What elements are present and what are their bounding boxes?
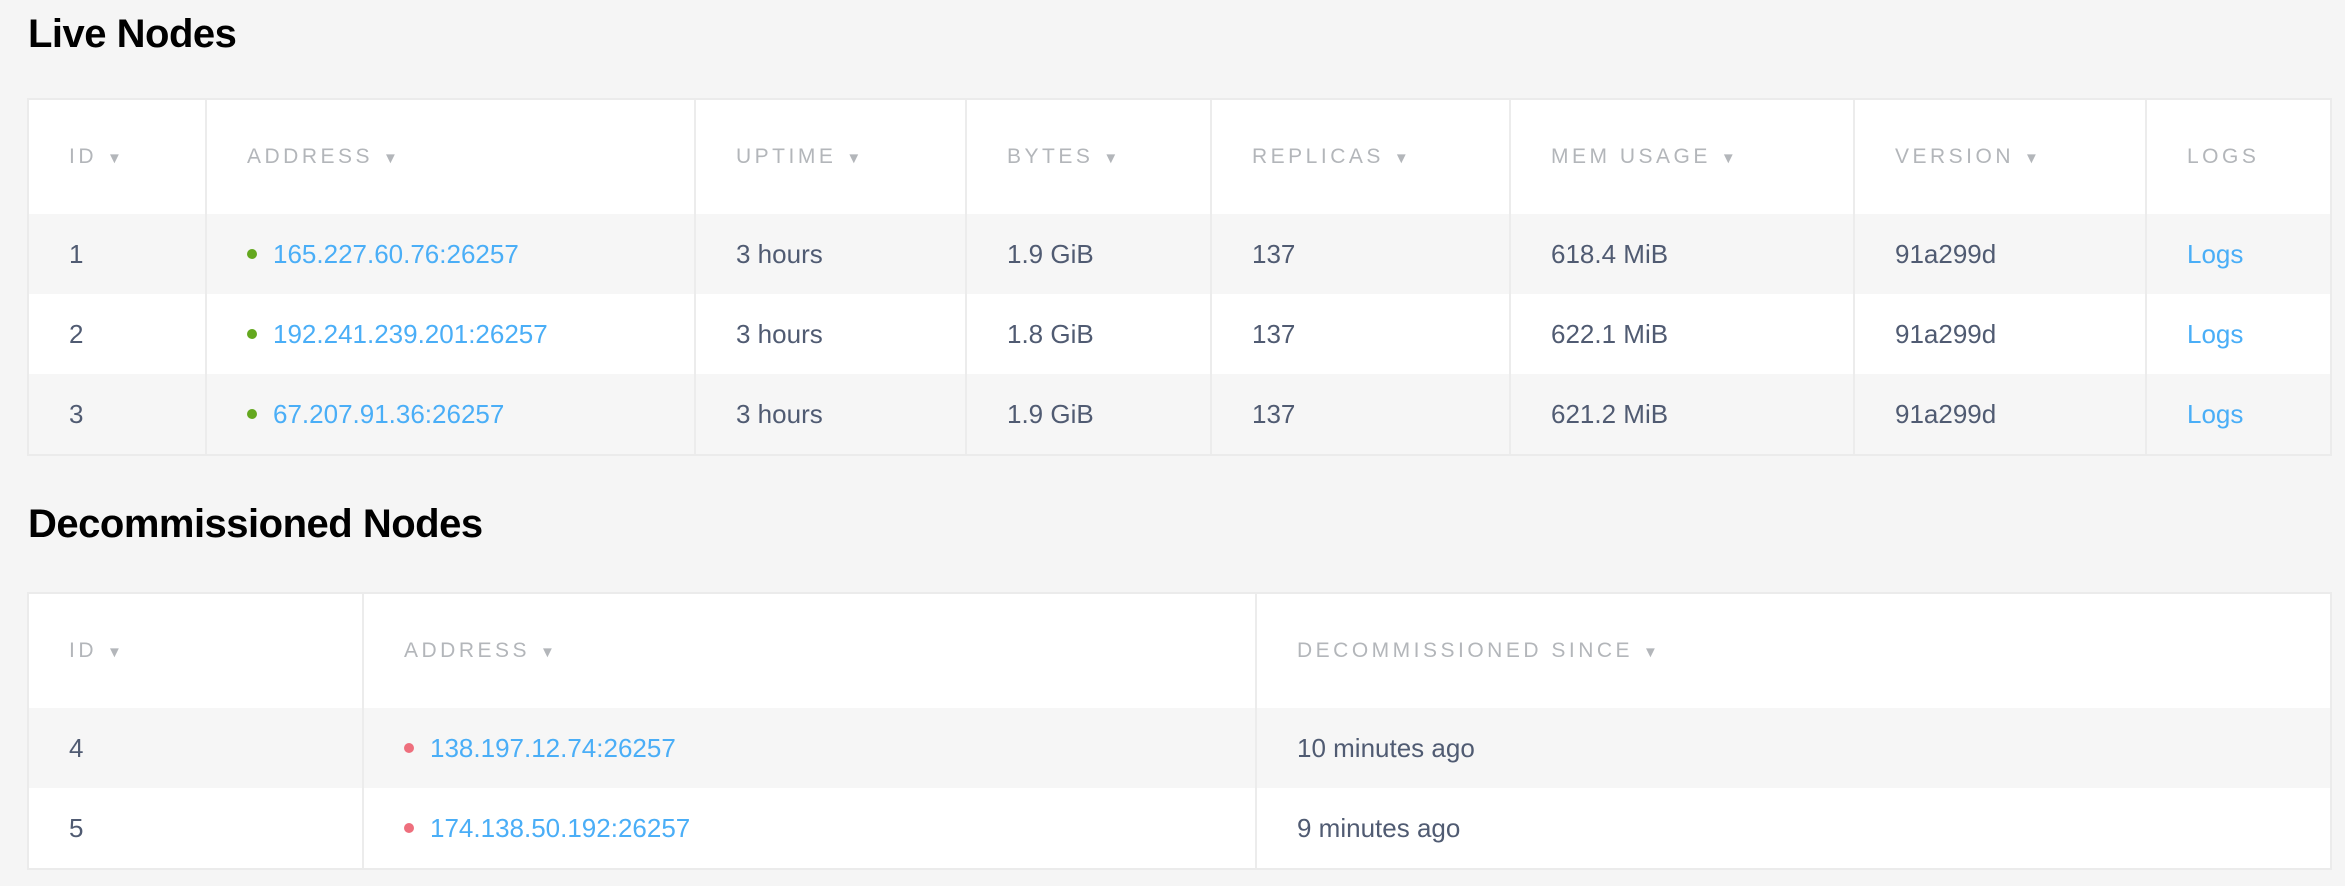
sort-caret-icon: ▼ [107, 150, 122, 167]
version: 91a299d [1853, 374, 2146, 454]
uptime: 3 hours [694, 214, 966, 294]
column-label: Bytes [1007, 145, 1094, 168]
status-dead-icon [404, 742, 414, 753]
column-header-uptime[interactable]: Uptime ▼ [694, 100, 966, 214]
column-label: Mem Usage [1551, 145, 1711, 168]
column-label: Uptime [736, 145, 837, 168]
node-address-link[interactable]: 192.241.239.201:26257 [273, 318, 548, 349]
sort-caret-icon: ▼ [1643, 644, 1658, 661]
table-row: 3 67.207.91.36:26257 3 hours 1.9 GiB 137… [29, 374, 2330, 454]
sort-caret-icon: ▼ [540, 644, 555, 661]
decommissioned-since: 10 minutes ago [1255, 708, 2330, 788]
node-id: 2 [69, 318, 84, 349]
bytes: 1.9 GiB [965, 374, 1211, 454]
decommissioned-nodes-table: ID ▼ Address ▼ Decommissioned Since ▼ 4 138… [27, 592, 2332, 870]
bytes: 1.9 GiB [965, 214, 1211, 294]
version: 91a299d [1853, 294, 2146, 374]
replicas: 137 [1210, 374, 1510, 454]
column-header-logs: Logs [2145, 100, 2330, 214]
node-id: 4 [29, 708, 363, 788]
table-header-row: ID ▼ Address ▼ Decommissioned Since ▼ [29, 594, 2330, 708]
column-header-id[interactable]: ID ▼ [29, 100, 206, 214]
column-label: Version [1895, 145, 2015, 168]
table-row: 2 192.241.239.201:26257 3 hours 1.8 GiB … [29, 294, 2330, 374]
column-header-address[interactable]: Address ▼ [205, 100, 695, 214]
uptime: 3 hours [694, 294, 966, 374]
mem-usage: 621.2 MiB [1509, 374, 1854, 454]
column-header-replicas[interactable]: Replicas ▼ [1210, 100, 1510, 214]
table-row: 1 165.227.60.76:26257 3 hours 1.9 GiB 13… [29, 214, 2330, 294]
column-label: Address [404, 639, 531, 662]
mem-usage: 622.1 MiB [1509, 294, 1854, 374]
column-label: Address [247, 145, 374, 168]
column-label: Logs [2187, 145, 2260, 168]
node-address-link[interactable]: 138.197.12.74:26257 [430, 732, 676, 763]
status-live-icon [247, 408, 257, 419]
bytes: 1.8 GiB [965, 294, 1211, 374]
mem-usage: 618.4 MiB [1509, 214, 1854, 294]
address-cell: 165.227.60.76:26257 [205, 214, 695, 294]
address-cell: 67.207.91.36:26257 [205, 374, 695, 454]
sort-caret-icon: ▼ [1720, 150, 1736, 167]
column-header-version[interactable]: Version ▼ [1853, 100, 2146, 214]
logs-cell: Logs [2145, 374, 2330, 454]
status-live-icon [247, 328, 257, 339]
column-header-mem-usage[interactable]: Mem Usage ▼ [1509, 100, 1854, 214]
sort-caret-icon: ▼ [846, 150, 862, 167]
table-header-row: ID ▼ Address ▼ Uptime ▼ Bytes ▼ Replicas ▼ Me… [29, 100, 2330, 214]
replicas: 137 [1210, 214, 1510, 294]
column-header-id[interactable]: ID ▼ [29, 594, 363, 708]
sort-caret-icon: ▼ [2024, 150, 2039, 167]
column-header-decommissioned-since[interactable]: Decommissioned Since ▼ [1255, 594, 2330, 708]
sort-caret-icon: ▼ [1103, 150, 1119, 167]
decommissioned-since: 9 minutes ago [1255, 788, 2330, 868]
address-cell: 138.197.12.74:26257 [362, 708, 1256, 788]
replicas: 137 [1210, 294, 1510, 374]
live-nodes-table: ID ▼ Address ▼ Uptime ▼ Bytes ▼ Replicas ▼ Me… [27, 98, 2332, 456]
column-label: ID [69, 145, 97, 168]
address-cell: 192.241.239.201:26257 [205, 294, 695, 374]
node-id: 1 [29, 214, 206, 294]
node-address-link[interactable]: 67.207.91.36:26257 [273, 398, 505, 429]
address-cell: 174.138.50.192:26257 [362, 788, 1256, 868]
node-id: 5 [69, 812, 84, 843]
column-label: Replicas [1252, 145, 1384, 168]
column-header-address[interactable]: Address ▼ [362, 594, 1256, 708]
decommissioned-nodes-title: Decommissioned Nodes [28, 502, 483, 546]
status-live-icon [247, 248, 257, 259]
logs-link[interactable]: Logs [2187, 238, 2244, 269]
status-dead-icon [404, 822, 414, 833]
uptime: 3 hours [694, 374, 966, 454]
logs-cell: Logs [2145, 214, 2330, 294]
sort-caret-icon: ▼ [107, 644, 122, 661]
logs-cell: Logs [2145, 294, 2330, 374]
version: 91a299d [1853, 214, 2146, 294]
column-label: ID [69, 639, 97, 662]
column-header-bytes[interactable]: Bytes ▼ [965, 100, 1211, 214]
column-label: Decommissioned Since [1297, 639, 1634, 662]
node-address-link[interactable]: 165.227.60.76:26257 [273, 238, 519, 269]
logs-link[interactable]: Logs [2187, 398, 2244, 429]
table-row: 5 174.138.50.192:26257 9 minutes ago [29, 788, 2330, 868]
logs-link[interactable]: Logs [2187, 318, 2244, 349]
node-id: 3 [29, 374, 206, 454]
node-address-link[interactable]: 174.138.50.192:26257 [430, 812, 691, 843]
sort-caret-icon: ▼ [383, 150, 398, 167]
live-nodes-title: Live Nodes [28, 12, 237, 56]
table-row: 4 138.197.12.74:26257 10 minutes ago [29, 708, 2330, 788]
sort-caret-icon: ▼ [1393, 150, 1409, 167]
